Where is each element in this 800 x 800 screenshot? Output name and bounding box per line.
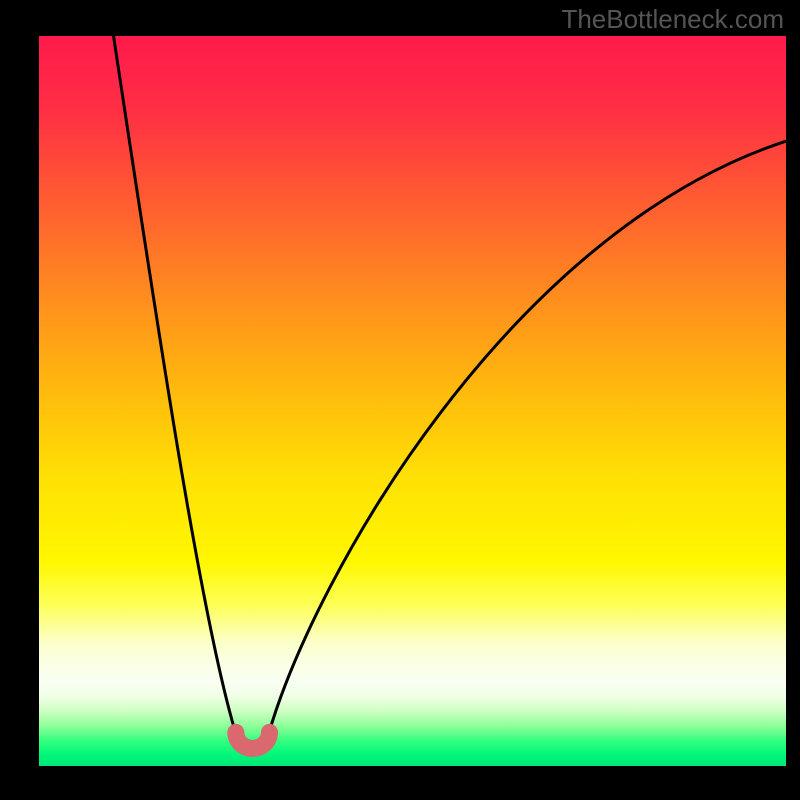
watermark-text: TheBottleneck.com [561, 4, 784, 35]
plot-svg [39, 36, 786, 766]
trough-endcap-left [227, 724, 244, 741]
outer-frame [0, 0, 800, 800]
gradient-background [39, 36, 786, 766]
trough-endcap-right [261, 724, 278, 741]
